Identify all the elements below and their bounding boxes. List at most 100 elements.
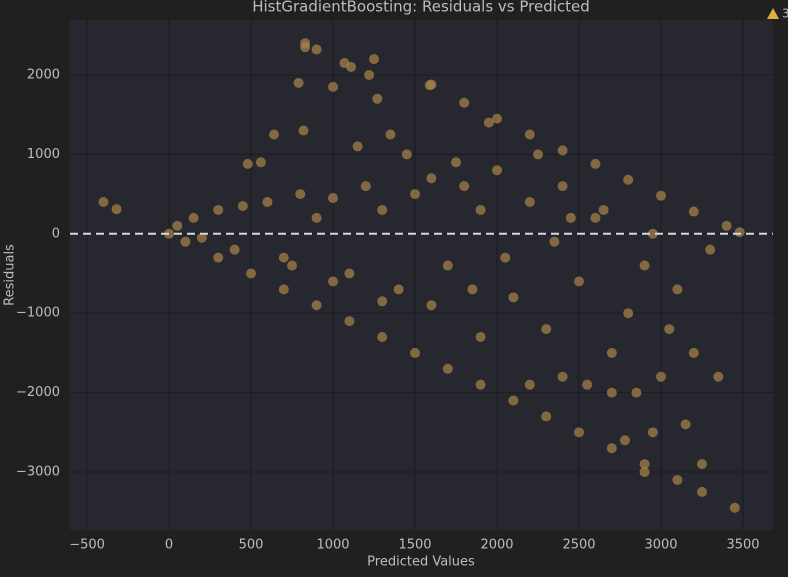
point bbox=[606, 347, 617, 358]
point bbox=[369, 54, 380, 65]
point bbox=[524, 379, 535, 390]
point bbox=[246, 268, 257, 279]
point bbox=[213, 252, 224, 263]
point bbox=[410, 189, 421, 200]
point bbox=[442, 260, 453, 271]
point bbox=[696, 486, 707, 497]
x-tick-label: −500 bbox=[69, 538, 105, 553]
point bbox=[377, 296, 388, 307]
point bbox=[639, 467, 650, 478]
x-tick-label: 1500 bbox=[398, 538, 431, 553]
point bbox=[508, 292, 519, 303]
x-tick-label: 0 bbox=[165, 538, 173, 553]
point bbox=[328, 276, 339, 287]
point bbox=[295, 189, 306, 200]
point bbox=[688, 347, 699, 358]
point bbox=[483, 117, 494, 128]
point bbox=[401, 149, 412, 160]
point bbox=[352, 141, 363, 152]
point bbox=[639, 459, 650, 470]
point bbox=[172, 220, 183, 231]
point bbox=[346, 62, 357, 73]
point bbox=[410, 347, 421, 358]
x-axis-label: Predicted Values bbox=[367, 555, 475, 570]
plot-area bbox=[70, 20, 773, 530]
warning-icon bbox=[767, 8, 779, 19]
point bbox=[734, 227, 745, 238]
point bbox=[278, 252, 289, 263]
point bbox=[557, 181, 568, 192]
point bbox=[729, 502, 740, 513]
point bbox=[311, 212, 322, 223]
point bbox=[688, 206, 699, 217]
point bbox=[451, 157, 462, 168]
point bbox=[467, 284, 478, 295]
x-tick-label: 3500 bbox=[726, 538, 759, 553]
point bbox=[655, 371, 666, 382]
warning-count: 3 bbox=[782, 7, 788, 21]
point bbox=[508, 395, 519, 406]
point bbox=[293, 77, 304, 88]
point bbox=[680, 419, 691, 430]
point bbox=[590, 158, 601, 169]
x-tick-label: 500 bbox=[239, 538, 264, 553]
point bbox=[298, 125, 309, 136]
y-tick-label: −1000 bbox=[16, 306, 60, 321]
point bbox=[475, 204, 486, 215]
point bbox=[565, 212, 576, 223]
point bbox=[237, 200, 248, 211]
point bbox=[188, 212, 199, 223]
x-tick-label: 3000 bbox=[644, 538, 677, 553]
point bbox=[533, 149, 544, 160]
point bbox=[623, 174, 634, 185]
point bbox=[377, 204, 388, 215]
point bbox=[647, 427, 658, 438]
point bbox=[393, 284, 404, 295]
point bbox=[300, 42, 311, 53]
point bbox=[655, 190, 666, 201]
point bbox=[500, 252, 511, 263]
point bbox=[360, 181, 371, 192]
point bbox=[111, 204, 122, 215]
y-tick-label: 2000 bbox=[27, 67, 60, 82]
point bbox=[268, 129, 279, 140]
point bbox=[242, 158, 253, 169]
y-tick-label: −3000 bbox=[16, 465, 60, 480]
chart-title: HistGradientBoosting: Residuals vs Predi… bbox=[252, 0, 590, 16]
point bbox=[557, 145, 568, 156]
point bbox=[364, 69, 375, 80]
point bbox=[492, 113, 503, 124]
y-axis-label: Residuals bbox=[3, 244, 18, 306]
point bbox=[426, 300, 437, 311]
y-tick-label: 1000 bbox=[27, 147, 60, 162]
point bbox=[328, 81, 339, 92]
point bbox=[623, 308, 634, 319]
point bbox=[311, 300, 322, 311]
point bbox=[385, 129, 396, 140]
x-tick-label: 1000 bbox=[316, 538, 349, 553]
point bbox=[574, 276, 585, 287]
point bbox=[255, 157, 266, 168]
point bbox=[164, 228, 175, 239]
point bbox=[672, 474, 683, 485]
point bbox=[582, 379, 593, 390]
point bbox=[459, 181, 470, 192]
point bbox=[344, 268, 355, 279]
point bbox=[647, 228, 658, 239]
point bbox=[590, 212, 601, 223]
point bbox=[229, 244, 240, 255]
point bbox=[426, 173, 437, 184]
x-tick-label: 2500 bbox=[562, 538, 595, 553]
point bbox=[344, 316, 355, 327]
point bbox=[639, 260, 650, 271]
warning-badge[interactable]: 3 bbox=[767, 7, 788, 21]
point bbox=[475, 332, 486, 343]
point bbox=[664, 324, 675, 335]
x-tick-label: 2000 bbox=[480, 538, 513, 553]
point bbox=[574, 427, 585, 438]
point bbox=[524, 197, 535, 208]
point bbox=[287, 260, 298, 271]
point bbox=[606, 443, 617, 454]
